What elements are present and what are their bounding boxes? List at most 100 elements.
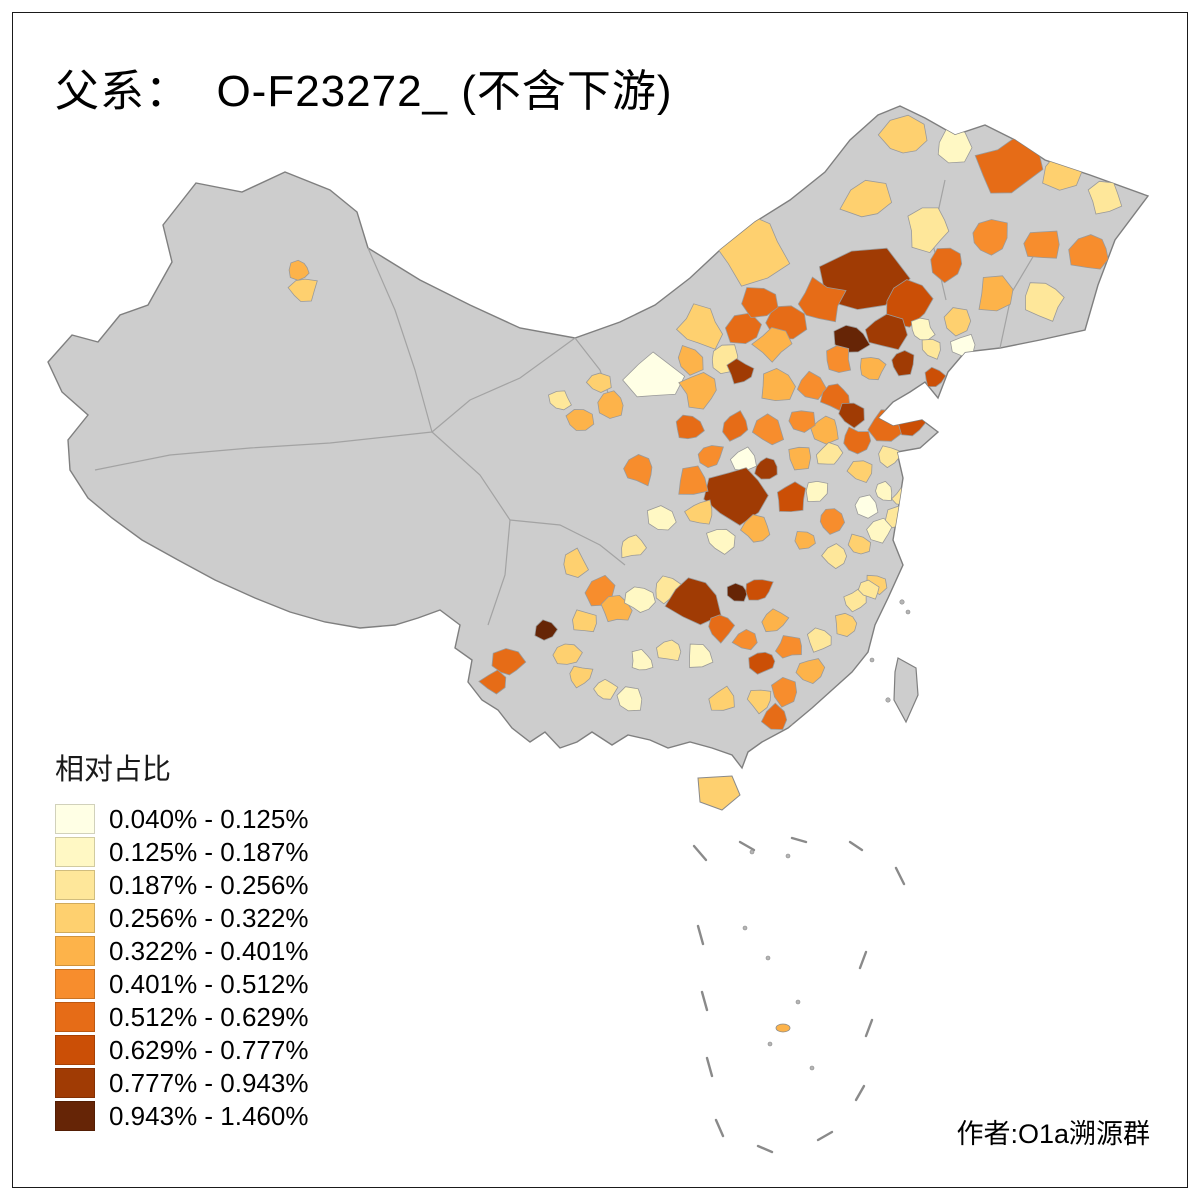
legend-swatch [55, 837, 95, 867]
map-region [646, 505, 677, 531]
legend: 相对占比 0.040% - 0.125% 0.125% - 0.187% 0.1… [55, 746, 308, 1134]
map-region [859, 357, 887, 381]
map-region [761, 367, 796, 402]
legend-title: 相对占比 [55, 754, 172, 786]
legend-swatch [55, 1101, 95, 1131]
legend-item: 0.401% - 0.512% [55, 969, 308, 999]
map-region [877, 114, 928, 154]
map-region [572, 609, 597, 633]
legend-label: 0.187% - 0.256% [109, 870, 309, 900]
map-region [722, 410, 749, 442]
legend-label: 0.629% - 0.777% [109, 1035, 309, 1065]
map-region [706, 528, 736, 555]
map-region [597, 390, 624, 419]
map-region [678, 372, 717, 410]
map-region [774, 635, 802, 659]
map-region [974, 136, 1044, 194]
map-region [806, 627, 832, 653]
map-region [623, 454, 653, 487]
map-region [697, 445, 724, 469]
map-region [478, 669, 507, 695]
map-region [795, 658, 826, 685]
map-region [815, 442, 844, 465]
legend-swatch [55, 1035, 95, 1065]
map-region [1087, 180, 1123, 215]
legend-item: 0.125% - 0.187% [55, 837, 308, 867]
map-region [746, 689, 772, 715]
legend-items: 0.040% - 0.125% 0.125% - 0.187% 0.187% -… [55, 804, 308, 1131]
map-region [624, 586, 656, 613]
map-region [843, 426, 872, 455]
nine-dash-line [692, 836, 906, 1154]
map-region [726, 358, 755, 385]
map-region [930, 247, 963, 284]
map-region [835, 612, 858, 637]
author-credit: 作者:O1a溯源群 [956, 1119, 1150, 1149]
sea-islets [742, 849, 815, 1071]
map-region [819, 508, 846, 535]
legend-item: 0.040% - 0.125% [55, 804, 308, 834]
map-region [739, 514, 771, 543]
map-region [1042, 154, 1084, 191]
map-region [664, 577, 722, 626]
legend-label: 0.512% - 0.629% [109, 1002, 309, 1032]
map-region [924, 366, 947, 388]
colored-regions [287, 114, 1125, 748]
map-region [731, 628, 758, 651]
map-region [703, 467, 769, 526]
map-region [689, 643, 714, 668]
map-region [751, 327, 793, 363]
map-region [805, 480, 829, 503]
map-region [552, 643, 583, 665]
map-region [788, 721, 813, 748]
map-region [1095, 280, 1125, 314]
map-region [741, 287, 779, 319]
map-region [684, 499, 713, 525]
map-region [621, 534, 648, 559]
map-region [565, 409, 595, 431]
map-region [839, 179, 893, 218]
province-borders [94, 179, 1041, 626]
map-region [910, 317, 936, 341]
legend-swatch [55, 969, 95, 999]
legend-label: 0.125% - 0.187% [109, 837, 309, 867]
map-region [1068, 234, 1109, 270]
colored-islet [775, 1023, 791, 1033]
map-region [847, 533, 872, 555]
map-region [675, 303, 724, 350]
map-region [838, 402, 865, 429]
map-region [491, 648, 527, 676]
map-region [585, 372, 612, 393]
map-region [593, 678, 619, 700]
map-region [864, 313, 908, 351]
legend-swatch [55, 870, 95, 900]
map-region [1024, 282, 1065, 322]
taiwan-island [893, 657, 919, 724]
map-region [287, 278, 318, 302]
page-title: 父系： O-F23272_ (不含下游) [55, 67, 673, 116]
map-region [760, 702, 788, 730]
map-region [708, 614, 736, 644]
map-region [771, 676, 798, 708]
map-region [675, 414, 705, 440]
map-region [622, 351, 686, 398]
legend-label: 0.943% - 1.460% [109, 1101, 309, 1131]
map-region [810, 415, 839, 445]
map-region [288, 259, 310, 281]
mainland-outline [47, 105, 1150, 770]
legend-swatch [55, 804, 95, 834]
legend-item: 0.629% - 0.777% [55, 1035, 308, 1065]
map-region [891, 350, 915, 377]
legend-swatch [55, 936, 95, 966]
legend-item: 0.943% - 1.460% [55, 1101, 308, 1131]
map-region [833, 324, 871, 353]
legend-label: 0.256% - 0.322% [109, 903, 309, 933]
map-region [534, 619, 559, 641]
map-region [569, 665, 594, 689]
coastal-islets [869, 599, 911, 703]
map-region [761, 608, 790, 633]
map-region [796, 370, 827, 400]
legend-item: 0.322% - 0.401% [55, 936, 308, 966]
